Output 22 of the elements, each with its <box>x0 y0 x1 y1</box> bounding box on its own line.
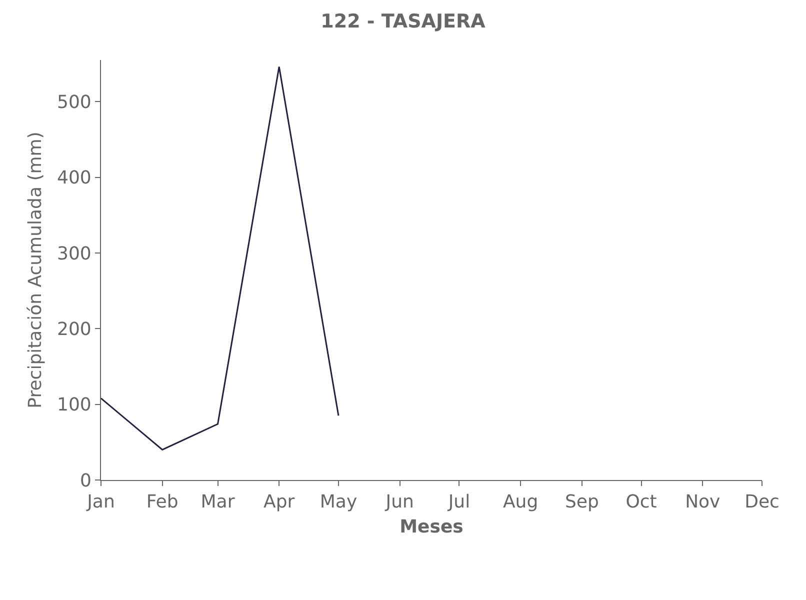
line-series <box>101 66 340 450</box>
y-tick-label: 300 <box>57 243 92 264</box>
y-axis-title: Precipitación Acumulada (mm) <box>25 132 46 408</box>
chart-title: 122 - TASAJERA <box>320 10 486 33</box>
y-tick-label: 0 <box>80 470 92 492</box>
x-tick-label: Jan <box>86 492 115 513</box>
y-tick-label: 400 <box>57 168 92 189</box>
y-tick-label: 200 <box>57 318 92 340</box>
x-tick-label: Sep <box>564 492 599 513</box>
y-tick-label: 500 <box>57 92 92 113</box>
x-tick-label: Aug <box>502 492 538 513</box>
x-tick-label: Feb <box>146 492 178 513</box>
x-tick-label: Mar <box>200 492 236 513</box>
x-tick-label: Apr <box>264 492 296 513</box>
x-tick-label: May <box>320 492 358 513</box>
x-axis-title: Meses <box>400 516 464 538</box>
x-tick-label: Jun <box>384 492 414 513</box>
x-tick-label: Oct <box>626 492 657 513</box>
x-tick-label: Nov <box>685 492 721 513</box>
y-tick-label: 100 <box>57 394 92 416</box>
x-tick-label: Jul <box>447 492 470 513</box>
x-tick-label: Dec <box>744 492 780 513</box>
